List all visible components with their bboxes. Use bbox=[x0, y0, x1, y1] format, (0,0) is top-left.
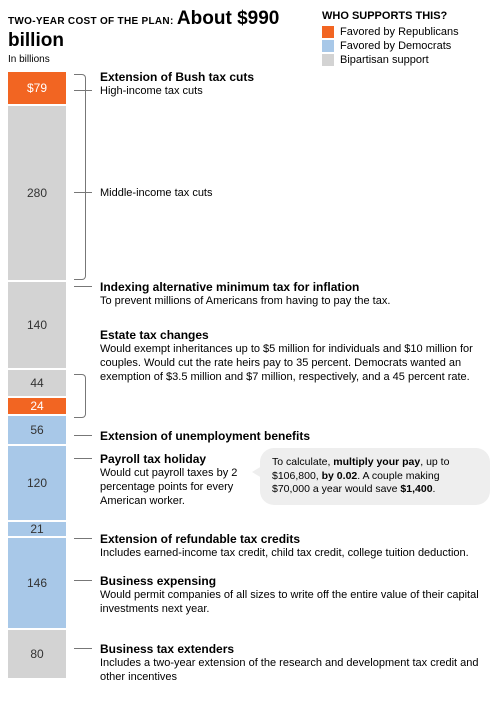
legend-title: WHO SUPPORTS THIS? bbox=[322, 10, 492, 22]
extenders-title: Business tax extenders bbox=[100, 642, 492, 656]
tick-refundable bbox=[74, 538, 92, 539]
annotation-column: Extension of Bush tax cuts High-income t… bbox=[74, 72, 492, 678]
bracket-estate bbox=[74, 374, 86, 418]
middle-income-label: Middle-income tax cuts bbox=[100, 187, 492, 201]
group-title: Extension of Bush tax cuts bbox=[100, 70, 492, 84]
title-lead: TWO-YEAR COST OF THE PLAN: bbox=[8, 16, 174, 27]
expensing-title: Business expensing bbox=[100, 574, 492, 588]
high-income-label: High-income tax cuts bbox=[100, 85, 492, 99]
tick-expensing bbox=[74, 580, 92, 581]
callout-pre: To calculate, bbox=[272, 456, 333, 468]
payroll-callout: To calculate, multiply your pay, up to $… bbox=[260, 448, 490, 505]
legend-label: Bipartisan support bbox=[340, 54, 429, 66]
extenders-block: Business tax extenders Includes a two-ye… bbox=[100, 642, 492, 685]
tick-amt bbox=[74, 286, 92, 287]
bar-segment: 21 bbox=[8, 520, 66, 536]
stacked-bar-chart: $792801404424561202114680 Extension of B… bbox=[8, 72, 492, 678]
tick-payroll bbox=[74, 458, 92, 459]
estate-title: Estate tax changes bbox=[100, 328, 492, 342]
legend-item: Bipartisan support bbox=[322, 54, 492, 66]
payroll-block: Payroll tax holiday Would cut payroll ta… bbox=[100, 452, 260, 509]
bar-column: $792801404424561202114680 bbox=[8, 72, 66, 678]
bar-segment: 120 bbox=[8, 444, 66, 520]
legend-swatch bbox=[322, 26, 334, 38]
tick-unemployment bbox=[74, 435, 92, 436]
bar-segment: 80 bbox=[8, 628, 66, 678]
legend-label: Favored by Democrats bbox=[340, 40, 451, 52]
refundable-block: Extension of refundable tax credits Incl… bbox=[100, 532, 492, 561]
bracket-bush-cuts bbox=[74, 74, 86, 280]
payroll-title: Payroll tax holiday bbox=[100, 452, 260, 466]
legend-item: Favored by Democrats bbox=[322, 40, 492, 52]
bar-segment: 24 bbox=[8, 396, 66, 414]
bar-segment: 56 bbox=[8, 414, 66, 444]
amt-desc: To prevent millions of Americans from ha… bbox=[100, 295, 490, 309]
callout-b3: $1,400 bbox=[400, 483, 432, 495]
units-label: In billions bbox=[8, 54, 322, 65]
legend-swatch bbox=[322, 40, 334, 52]
tick-high-income bbox=[74, 90, 92, 91]
legend-swatch bbox=[322, 54, 334, 66]
callout-b2: by 0.02 bbox=[322, 470, 358, 482]
bar-segment: 140 bbox=[8, 280, 66, 368]
tick-middle-income bbox=[74, 192, 92, 193]
header: TWO-YEAR COST OF THE PLAN: About $990 bi… bbox=[8, 8, 492, 68]
unemployment-block: Extension of unemployment benefits bbox=[100, 429, 492, 443]
unemployment-title: Extension of unemployment benefits bbox=[100, 429, 492, 443]
legend: WHO SUPPORTS THIS? Favored by Republican… bbox=[322, 10, 492, 68]
callout-b1: multiply your pay bbox=[333, 456, 420, 468]
expensing-desc: Would permit companies of all sizes to w… bbox=[100, 589, 490, 617]
title-main: About $990 billion bbox=[8, 8, 279, 51]
bar-segment: 146 bbox=[8, 536, 66, 628]
bar-segment: $79 bbox=[8, 72, 66, 104]
legend-item: Favored by Republicans bbox=[322, 26, 492, 38]
amt-title: Indexing alternative minimum tax for inf… bbox=[100, 280, 492, 294]
payroll-desc: Would cut payroll taxes by 2 percentage … bbox=[100, 467, 250, 508]
callout-post: . bbox=[433, 483, 436, 495]
refundable-desc: Includes earned-income tax credit, child… bbox=[100, 547, 490, 561]
amt-block: Indexing alternative minimum tax for inf… bbox=[100, 280, 492, 309]
refundable-title: Extension of refundable tax credits bbox=[100, 532, 492, 546]
title-block: TWO-YEAR COST OF THE PLAN: About $990 bi… bbox=[8, 8, 322, 65]
extenders-desc: Includes a two-year extension of the res… bbox=[100, 657, 490, 685]
bar-segment: 280 bbox=[8, 104, 66, 280]
middle-income-block: Middle-income tax cuts bbox=[100, 186, 492, 201]
legend-label: Favored by Republicans bbox=[340, 26, 459, 38]
tick-extenders bbox=[74, 648, 92, 649]
estate-desc: Would exempt inheritances up to $5 milli… bbox=[100, 343, 490, 384]
expensing-block: Business expensing Would permit companie… bbox=[100, 574, 492, 617]
bush-cuts-group: Extension of Bush tax cuts High-income t… bbox=[100, 70, 492, 99]
bar-segment: 44 bbox=[8, 368, 66, 396]
estate-block: Estate tax changes Would exempt inherita… bbox=[100, 328, 492, 385]
